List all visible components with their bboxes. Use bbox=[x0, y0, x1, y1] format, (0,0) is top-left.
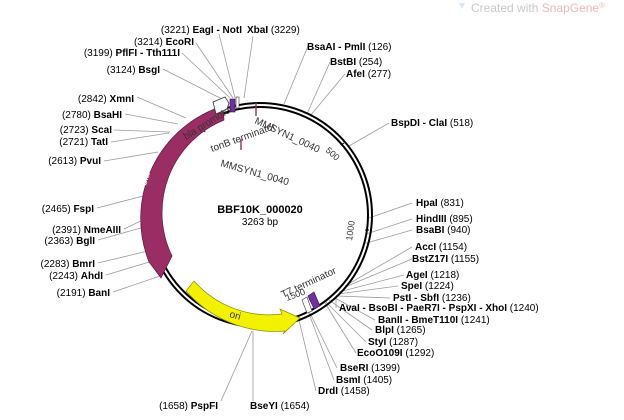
site-label: (2363) BglI bbox=[44, 236, 95, 247]
site-label: PstI - SbfI (1236) bbox=[393, 293, 471, 304]
plasmid-name: BBF10K_000020 bbox=[217, 204, 303, 216]
site-labels-left: (3221) EagI - NotI (3214) EcoRI (3199) P… bbox=[41, 25, 243, 299]
mmsyn-inner-label: MMSYN1_0040 bbox=[219, 158, 290, 188]
site-label: (2191) BanI bbox=[57, 288, 111, 299]
site-label: (1658) PspFI bbox=[159, 401, 218, 412]
site-label: AccI (1154) bbox=[415, 242, 467, 253]
mmsyn-marker bbox=[240, 103, 257, 150]
site-label: AvaI - BsoBI - PaeR7I - PspXI - XhoI (12… bbox=[339, 303, 539, 314]
site-label: (3124) BsgI bbox=[107, 65, 161, 76]
site-label: BspDI - ClaI (518) bbox=[391, 118, 473, 129]
site-label: SpeI (1224) bbox=[401, 281, 454, 292]
site-label: BsmI (1405) bbox=[336, 375, 392, 386]
site-labels-right: XbaI (3229) BsaAI - PmlI (126) BstBI (25… bbox=[247, 25, 539, 397]
tick-label-500: 500 bbox=[324, 145, 342, 162]
site-label: HindIII (895) bbox=[416, 214, 473, 225]
promoter-elements bbox=[212, 96, 240, 115]
site-label: (2243) AhdI bbox=[49, 271, 103, 282]
ori-label: ori bbox=[228, 309, 242, 323]
site-label: (2613) PvuI bbox=[48, 156, 101, 167]
site-label: (2465) FspI bbox=[42, 204, 94, 215]
site-label: AfeI (277) bbox=[346, 69, 391, 80]
site-label: (2842) XmnI bbox=[78, 94, 134, 105]
site-label: (3221) EagI - NotI bbox=[161, 25, 242, 36]
site-labels-bottom: (1658) PspFI BseYI (1654) bbox=[159, 401, 309, 412]
site-label: (2723) ScaI bbox=[60, 125, 112, 136]
site-label: BsaBI (940) bbox=[416, 225, 471, 236]
site-label: BstZ17I (1155) bbox=[412, 254, 479, 265]
site-label: BseRI (1399) bbox=[340, 363, 400, 374]
bla-label: bla bbox=[138, 170, 153, 187]
site-label: (2721) TatI bbox=[59, 137, 108, 148]
watermark-text: Created with SnapGene® bbox=[471, 1, 605, 15]
tick-label-1000: 1000 bbox=[344, 220, 357, 241]
site-label: EcoO109I (1292) bbox=[357, 348, 434, 359]
snapgene-logo-icon bbox=[459, 3, 465, 9]
site-label: AgeI (1218) bbox=[406, 270, 459, 281]
site-label: StyI (1287) bbox=[368, 337, 418, 348]
site-label: BlpI (1265) bbox=[375, 325, 426, 336]
site-label: HpaI (831) bbox=[416, 198, 464, 209]
site-label: BsaAI - PmlI (126) bbox=[307, 42, 392, 53]
site-label: (3214) EcoRI bbox=[134, 37, 194, 48]
site-label: BanII - BmeT110I (1241) bbox=[378, 315, 490, 326]
plasmid-length: 3263 bp bbox=[242, 217, 279, 228]
site-label: BstBI (254) bbox=[330, 57, 382, 68]
site-label: (2283) BmrI bbox=[41, 259, 96, 270]
site-label: XbaI (3229) bbox=[247, 25, 300, 36]
site-label: (2780) BsaHI bbox=[62, 110, 122, 121]
site-label: BseYI (1654) bbox=[250, 401, 309, 412]
site-leaders bbox=[96, 33, 413, 402]
site-label: DrdI (1458) bbox=[318, 386, 370, 397]
ori-feature bbox=[185, 280, 301, 335]
site-label: (2391) NmeAIII bbox=[52, 225, 121, 236]
t7-terminator-element bbox=[301, 291, 321, 314]
site-label: (3199) PflFI - Tth111I bbox=[84, 48, 180, 59]
bla-feature bbox=[140, 105, 225, 279]
